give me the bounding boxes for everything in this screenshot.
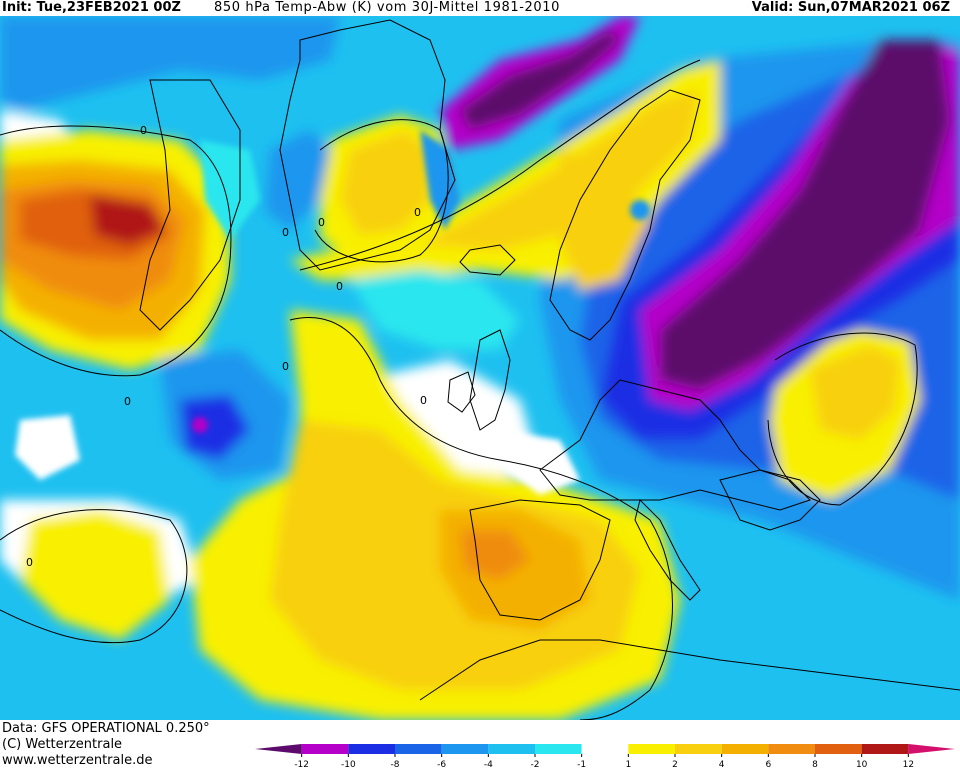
warm-zone-iberia-core <box>460 530 530 580</box>
color-scale-tick-label: -2 <box>531 760 540 770</box>
very-cold-zone-north-strip-core <box>460 30 620 130</box>
contour-label-north-atlantic: 0 <box>414 206 421 219</box>
color-scale-tick-label: 1 <box>625 760 631 770</box>
contour-label-iceland-region: 0 <box>336 280 343 293</box>
contour-labels: 0 0 0 0 0 0 0 0 0 <box>26 124 427 569</box>
coastline-scandinavia <box>549 89 701 341</box>
init-time: Init: Tue,23FEB2021 00Z <box>2 0 181 15</box>
color-scale-tick-label: -6 <box>437 760 446 770</box>
color-scale-swatch <box>488 744 535 754</box>
zero-contour-balkans <box>767 332 918 506</box>
color-scale-swatch <box>581 744 629 754</box>
color-scale-tick-label: 4 <box>719 760 725 770</box>
color-scale-swatch <box>908 744 955 754</box>
contour-label-east-atlantic: 0 <box>420 394 427 407</box>
color-scale-tick-label: -1 <box>577 760 586 770</box>
color-scale-swatch <box>628 744 675 754</box>
coastline-british-isles <box>469 329 511 431</box>
coastline-ireland <box>447 371 476 413</box>
color-scale-tick-label: -10 <box>341 760 356 770</box>
coastline-iberia <box>469 499 611 621</box>
contour-label-west-atlantic: 0 <box>124 395 131 408</box>
color-scale-swatch <box>815 744 862 754</box>
contour-label-central-atlantic: 0 <box>282 360 289 373</box>
very-cold-zone-core <box>660 40 950 390</box>
valid-time: Valid: Sun,07MAR2021 06Z <box>751 0 950 15</box>
color-scale-tick-label: 2 <box>672 760 678 770</box>
zero-contour-greenland <box>314 119 449 263</box>
map-description: 850 hPa Temp-Abw (K) vom 30J-Mittel 1981… <box>214 0 560 15</box>
cold-spot-atlantic <box>180 395 250 460</box>
warm-zone-canada-max <box>90 195 165 245</box>
temperature-anomaly-map: 0 0 0 0 0 0 0 0 0 <box>0 16 960 720</box>
coastline-iceland <box>459 244 516 276</box>
coastlines <box>139 19 960 701</box>
color-scale-tick-label: -12 <box>294 760 309 770</box>
warm-zone-greenland-inner <box>340 130 430 235</box>
cold-zone-greenland-coast <box>420 130 460 230</box>
contour-label-greenland-south: 0 <box>282 226 289 239</box>
color-scale-swatch <box>768 744 815 754</box>
color-scale-tick-label: 10 <box>856 760 868 770</box>
copyright-text: (C) Wetterzentrale <box>2 737 123 752</box>
cold-spot-atlantic-core <box>192 417 208 433</box>
neutral-zone-coastal <box>500 430 580 495</box>
color-scale-swatch <box>301 744 349 754</box>
cold-spot-northeast <box>630 200 650 220</box>
color-scale-swatches <box>255 744 955 754</box>
color-scale-swatch <box>441 744 489 754</box>
color-scale-tick-label: 12 <box>903 760 914 770</box>
zero-contour-canada <box>0 125 232 377</box>
color-scale-tick-label: -8 <box>391 760 400 770</box>
color-scale-tick-label: 8 <box>812 760 818 770</box>
coastline-baffin <box>139 79 241 331</box>
zero-contour-southwest <box>0 509 188 644</box>
contour-label-southwest: 0 <box>26 556 33 569</box>
anomaly-field <box>0 16 960 720</box>
warm-zone-southwest <box>20 510 170 640</box>
color-scale-swatch <box>675 744 722 754</box>
color-scale-tick-label: 6 <box>765 760 771 770</box>
map-canvas: 0 0 0 0 0 0 0 0 0 <box>0 16 960 720</box>
color-scale-tick-label: -4 <box>484 760 493 770</box>
warm-zone-balkans-inner <box>810 345 900 440</box>
color-scale-swatch <box>348 744 395 754</box>
color-scale-legend: -12 -10 -8 -6 -4 -2 -1 1 2 4 6 8 10 12 <box>255 744 955 770</box>
anomaly-details <box>15 130 650 495</box>
color-scale-swatch <box>535 744 582 754</box>
coastline-continental-europe <box>539 379 811 511</box>
zero-contours <box>0 59 918 720</box>
coastline-greenland <box>279 19 456 271</box>
map-footer: Data: GFS OPERATIONAL 0.250° (C) Wetterz… <box>0 720 960 773</box>
coastline-north-africa <box>419 639 960 701</box>
map-header: Init: Tue,23FEB2021 00Z 850 hPa Temp-Abw… <box>0 0 960 16</box>
zero-contour-atlantic <box>289 317 673 720</box>
credits: Data: GFS OPERATIONAL 0.250° (C) Wetterz… <box>2 721 210 769</box>
zero-contour-north <box>299 59 701 271</box>
contour-label-greenland: 0 <box>318 216 325 229</box>
color-scale-swatch <box>395 744 442 754</box>
cold-zone-mid-atlantic <box>350 270 520 350</box>
color-scale-swatch <box>721 744 769 754</box>
color-scale-swatch <box>255 744 302 754</box>
website-text: www.wetterzentrale.de <box>2 753 153 768</box>
neutral-zone-west <box>15 415 80 480</box>
data-source-text: Data: GFS OPERATIONAL 0.250° <box>2 721 210 736</box>
color-scale-ticks: -12 -10 -8 -6 -4 -2 -1 1 2 4 6 8 10 12 <box>294 754 914 770</box>
warm-zone-norway <box>560 150 650 290</box>
contour-label-canada: 0 <box>140 124 147 137</box>
cold-zone-baffin <box>200 140 260 240</box>
color-scale-swatch <box>861 744 909 754</box>
coastline-italy <box>634 499 701 601</box>
coastline-balkans <box>719 469 821 531</box>
cold-zone-north <box>0 16 340 110</box>
